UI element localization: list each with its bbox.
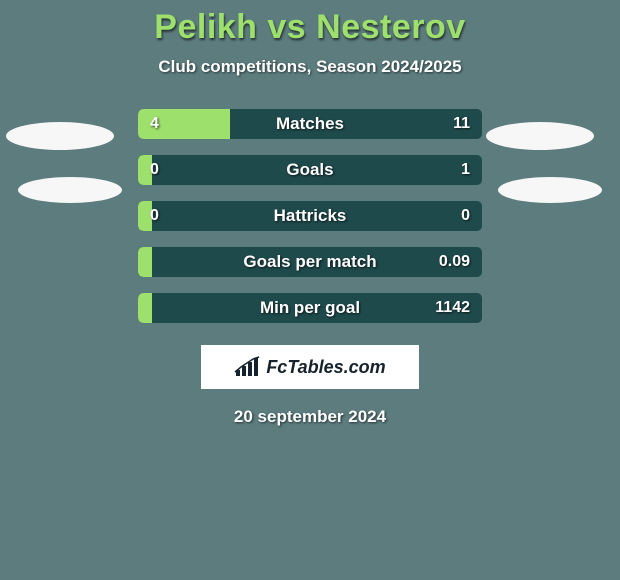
stat-bar-fill	[138, 293, 152, 323]
stat-bar: Goals per match0.09	[138, 247, 482, 277]
stat-row: Goals per match0.09	[0, 247, 620, 277]
stat-value-right: 0.09	[439, 253, 470, 271]
stat-label: Goals per match	[138, 252, 482, 272]
logo-text: FcTables.com	[266, 357, 385, 378]
comparison-card: Pelikh vs Nesterov Club competitions, Se…	[0, 0, 620, 427]
decorative-ellipse	[18, 177, 122, 203]
bar-chart-icon	[234, 356, 260, 378]
date-text: 20 september 2024	[0, 407, 620, 427]
stat-bar: Goals01	[138, 155, 482, 185]
decorative-ellipse	[6, 122, 114, 150]
page-subtitle: Club competitions, Season 2024/2025	[0, 57, 620, 77]
stat-bar: Hattricks00	[138, 201, 482, 231]
stat-value-right: 0	[461, 207, 470, 225]
stat-label: Goals	[138, 160, 482, 180]
stat-row: Min per goal1142	[0, 293, 620, 323]
stat-row: Hattricks00	[0, 201, 620, 231]
page-title: Pelikh vs Nesterov	[0, 8, 620, 47]
stat-label: Min per goal	[138, 298, 482, 318]
stat-label: Hattricks	[138, 206, 482, 226]
decorative-ellipse	[486, 122, 594, 150]
stat-value-right: 1142	[435, 299, 470, 317]
stat-value-right: 11	[453, 115, 470, 133]
stat-bar: Min per goal1142	[138, 293, 482, 323]
decorative-ellipse	[498, 177, 602, 203]
stat-bar-fill	[138, 201, 152, 231]
stat-value-right: 1	[461, 161, 470, 179]
stat-bar-fill	[138, 155, 152, 185]
stat-bar-fill	[138, 109, 230, 139]
logo-box: FcTables.com	[201, 345, 419, 389]
stat-bar-fill	[138, 247, 152, 277]
stat-bar: Matches411	[138, 109, 482, 139]
